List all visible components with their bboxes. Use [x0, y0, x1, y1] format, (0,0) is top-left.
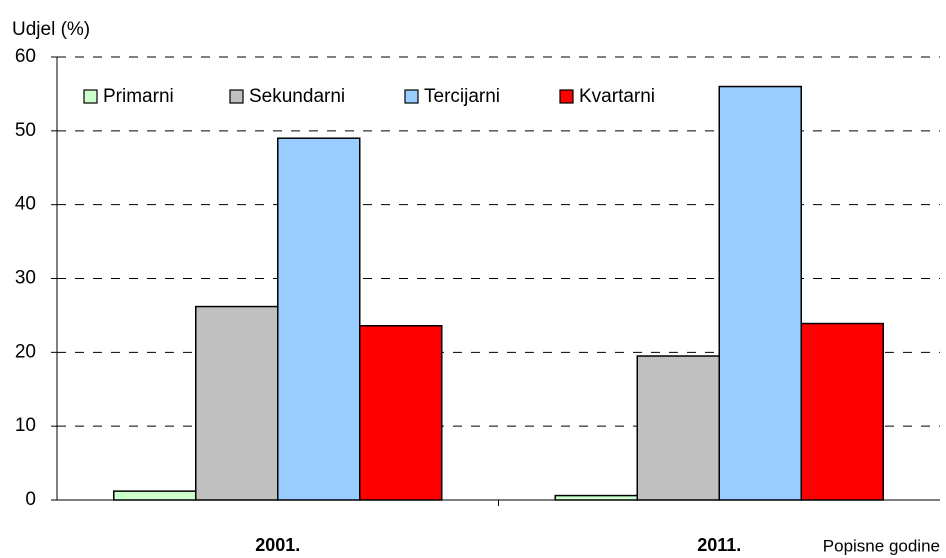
- x-axis-label: Popisne godine: [823, 536, 940, 555]
- y-tick-label: 30: [15, 268, 36, 289]
- legend-label: Kvartarni: [579, 86, 655, 107]
- legend-swatch: [83, 89, 98, 104]
- legend-label: Tercijarni: [424, 86, 500, 107]
- legend-swatch: [559, 89, 574, 104]
- y-tick-label: 40: [15, 194, 36, 215]
- bar: [636, 355, 720, 501]
- legend-label: Primarni: [103, 86, 174, 107]
- bar: [113, 490, 197, 501]
- y-tick-label: 50: [15, 120, 36, 141]
- bar: [554, 494, 638, 501]
- legend-label: Sekundarni: [249, 86, 345, 107]
- x-tick-label: 2011.: [697, 535, 741, 555]
- bar: [718, 85, 802, 501]
- legend-swatch: [404, 89, 419, 104]
- y-tick-label: 60: [15, 46, 36, 67]
- y-tick-label: 10: [15, 415, 36, 436]
- legend-swatch: [229, 89, 244, 104]
- bar: [277, 137, 361, 501]
- y-tick-label: 20: [15, 341, 36, 362]
- bar: [359, 325, 443, 501]
- y-axis-label: Udjel (%): [12, 19, 90, 40]
- bar: [800, 322, 884, 501]
- y-tick-label: 0: [25, 489, 36, 510]
- x-tick-label: 2001.: [255, 535, 300, 555]
- bar: [195, 305, 279, 501]
